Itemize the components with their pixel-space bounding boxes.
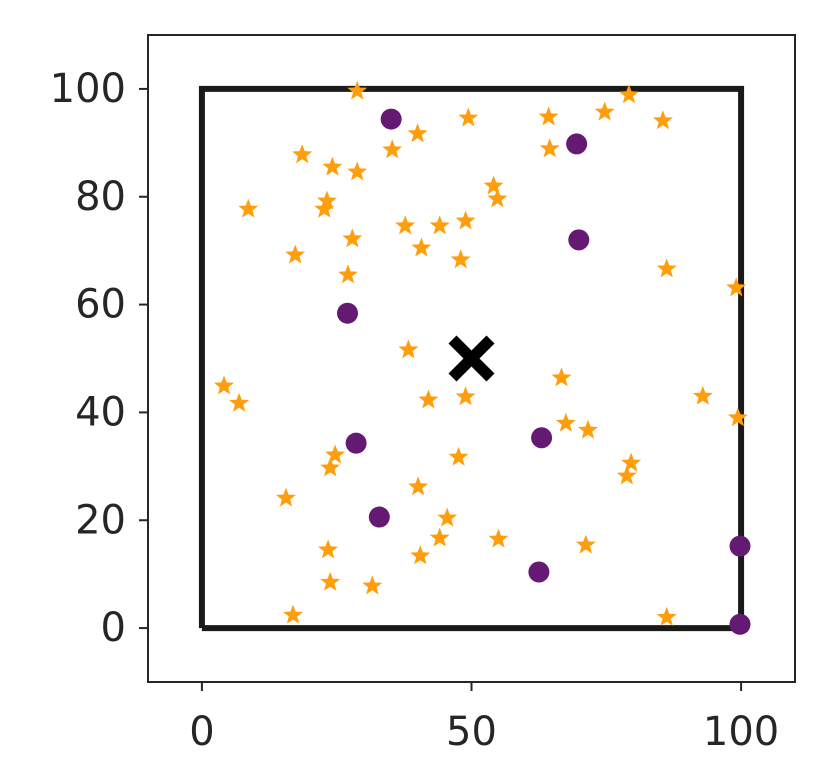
star-point xyxy=(578,419,598,439)
circle-point xyxy=(566,133,588,155)
star-point xyxy=(322,156,343,176)
star-point xyxy=(398,339,419,359)
star-point xyxy=(621,452,642,472)
star-point xyxy=(214,375,234,395)
star-point xyxy=(314,198,335,218)
star-point xyxy=(318,539,339,559)
star-point xyxy=(320,571,341,591)
star-point xyxy=(455,210,476,230)
star-point xyxy=(538,106,559,126)
y-tick-label: 80 xyxy=(75,174,126,220)
x-tick-label: 100 xyxy=(703,709,779,755)
star-point xyxy=(616,465,637,485)
star-point xyxy=(411,237,432,257)
star-point xyxy=(551,367,572,387)
star-point xyxy=(347,80,368,100)
star-point xyxy=(362,575,383,595)
boundary-line xyxy=(198,85,745,632)
star-point xyxy=(407,123,428,143)
y-tick-label: 60 xyxy=(75,282,126,328)
star-point xyxy=(450,249,471,269)
circle-point xyxy=(568,229,590,251)
star-point xyxy=(325,444,346,464)
star-point xyxy=(410,545,431,565)
circle-point xyxy=(380,108,402,130)
star-point xyxy=(292,144,313,164)
star-point xyxy=(539,138,560,158)
circle-point xyxy=(336,302,358,324)
star-point xyxy=(276,487,296,507)
y-tick-label: 100 xyxy=(50,66,126,112)
star-point xyxy=(395,215,416,235)
star-point xyxy=(656,258,677,278)
x-tick-label: 50 xyxy=(446,709,497,755)
circle-point xyxy=(729,613,751,635)
y-tick-label: 40 xyxy=(75,389,126,435)
star-point xyxy=(342,228,363,248)
star-point xyxy=(487,188,508,208)
x-tick-label: 0 xyxy=(189,709,214,755)
star-point xyxy=(382,139,403,159)
y-tick-label: 0 xyxy=(101,605,126,651)
star-point xyxy=(488,528,509,548)
star-point xyxy=(656,606,677,626)
circle-point xyxy=(345,432,367,454)
star-point xyxy=(317,190,337,210)
star-point xyxy=(429,215,450,235)
star-point xyxy=(238,198,259,218)
star-point xyxy=(320,457,341,477)
star-point xyxy=(347,161,368,181)
star-point xyxy=(408,476,429,496)
star-point xyxy=(285,244,306,264)
circle-point xyxy=(531,427,553,449)
star-point xyxy=(652,110,673,130)
star-point xyxy=(437,507,458,527)
star-point xyxy=(448,446,469,466)
y-tick-label: 20 xyxy=(75,497,126,543)
star-point xyxy=(692,385,713,405)
star-point xyxy=(483,175,504,195)
star-point xyxy=(229,392,250,412)
star-point xyxy=(594,101,615,121)
star-point xyxy=(418,389,439,409)
star-point xyxy=(619,84,639,104)
star-point xyxy=(338,264,358,284)
star-point xyxy=(727,407,748,427)
circle-point xyxy=(528,561,550,583)
star-point xyxy=(455,386,476,406)
star-point xyxy=(458,107,479,127)
star-point xyxy=(726,277,747,297)
star-point xyxy=(283,604,303,624)
star-point xyxy=(555,412,576,432)
x-point xyxy=(448,335,495,382)
circle-point xyxy=(368,506,390,528)
star-point xyxy=(429,527,450,547)
star-point xyxy=(575,534,596,554)
circle-point xyxy=(729,535,751,557)
